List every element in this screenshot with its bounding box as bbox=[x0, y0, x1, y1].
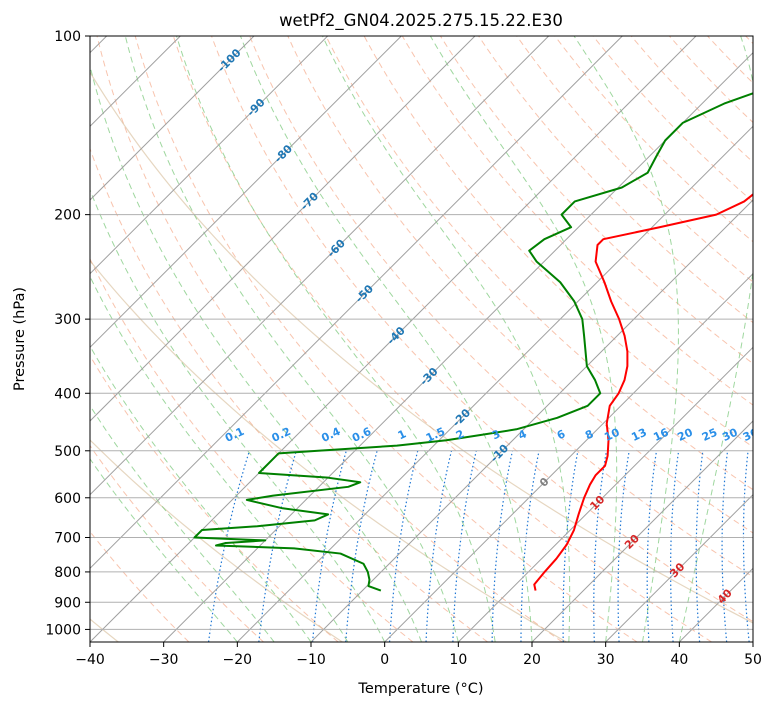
mixing-ratio-label: 20 bbox=[675, 426, 695, 444]
mixing-ratio-line bbox=[388, 450, 419, 642]
y-tick-label: 400 bbox=[54, 386, 81, 402]
dry-adiabat-line bbox=[96, 36, 563, 642]
mixing-ratio-line bbox=[491, 450, 514, 642]
mixing-ratio-label: 13 bbox=[629, 426, 648, 444]
moist-adiabat-line bbox=[429, 36, 618, 642]
dry-adiabat-line bbox=[478, 36, 753, 324]
y-tick-label: 300 bbox=[54, 312, 81, 328]
mixing-ratio-line bbox=[425, 450, 453, 642]
dry-adiabat-line bbox=[90, 444, 264, 642]
plot-frame bbox=[89, 35, 754, 643]
y-tick-label: 1000 bbox=[45, 622, 81, 638]
moist-adiabat-line bbox=[678, 36, 753, 642]
chart-title: wetPf2_GN04.2025.275.15.22.E30 bbox=[279, 11, 563, 31]
isotherm-line bbox=[384, 272, 753, 642]
mixing-ratio-line bbox=[345, 450, 378, 642]
dry-adiabat-line bbox=[90, 257, 414, 642]
isotherm-line bbox=[531, 420, 753, 642]
isotherm-line bbox=[310, 199, 753, 642]
y-tick-label: 200 bbox=[54, 208, 81, 224]
y-tick-label: 500 bbox=[54, 444, 81, 460]
x-tick-label: −40 bbox=[75, 652, 105, 668]
y-tick-label: 600 bbox=[54, 491, 81, 507]
mixing-ratio-label: 16 bbox=[651, 426, 671, 444]
isotherm-line bbox=[90, 36, 476, 422]
profile-lines bbox=[193, 92, 753, 592]
x-tick-label: 30 bbox=[597, 652, 615, 668]
saturation-curve-line bbox=[90, 259, 567, 642]
y-axis-title: Pressure (hPa) bbox=[12, 287, 28, 391]
isotherm-line bbox=[90, 36, 697, 642]
dry-adiabat-line bbox=[249, 36, 753, 578]
moist-adiabat-line bbox=[90, 188, 386, 642]
temperature-profile-line bbox=[533, 193, 753, 591]
moist-adiabat-line bbox=[573, 36, 679, 642]
mixing-ratio-line bbox=[258, 450, 297, 642]
moist-adiabat-line bbox=[90, 404, 275, 642]
y-tick-label: 800 bbox=[54, 565, 81, 581]
x-tick-label: −20 bbox=[223, 652, 253, 668]
isotherm-line bbox=[90, 36, 402, 349]
y-tick-label: 900 bbox=[54, 595, 81, 611]
moist-adiabat-line bbox=[240, 36, 533, 642]
saturation-curve-line bbox=[90, 439, 343, 642]
x-tick-label: 50 bbox=[744, 652, 762, 668]
x-tick-label: 0 bbox=[380, 652, 389, 668]
x-tick-label: 20 bbox=[523, 652, 541, 668]
dry-adiabat-line bbox=[325, 36, 753, 491]
dry-adiabat-line bbox=[172, 36, 712, 642]
y-axis: 1000 900 800 700 600 500 400 300 200 100 bbox=[45, 29, 90, 638]
dry-adiabat-line bbox=[516, 36, 753, 283]
x-axis-title: Temperature (°C) bbox=[357, 681, 483, 697]
dry-adiabat-line bbox=[211, 36, 753, 623]
moist-adiabat-line bbox=[90, 63, 422, 642]
dewpoint-profile-line bbox=[193, 92, 753, 592]
moist-adiabat-line bbox=[322, 36, 571, 642]
x-tick-label: 40 bbox=[670, 652, 688, 668]
x-tick-label: 10 bbox=[449, 652, 467, 668]
isotherm-line bbox=[605, 493, 753, 642]
y-tick-label: 700 bbox=[54, 531, 81, 547]
mixing-ratio-label: 10 bbox=[602, 426, 622, 444]
mixing-ratio-label: 36 bbox=[741, 426, 761, 444]
isotherm-line bbox=[236, 125, 753, 642]
moist-adiabat-line bbox=[90, 275, 349, 642]
isotherm-line bbox=[90, 36, 550, 496]
x-axis: −40 −30 −20 −10 0 10 20 30 40 50 bbox=[75, 642, 762, 668]
background-lines bbox=[90, 36, 753, 642]
mixing-ratio-line bbox=[452, 450, 477, 642]
dry-adiabat-line bbox=[592, 36, 753, 203]
pressure-gridlines bbox=[90, 36, 753, 630]
isotherm-line bbox=[90, 36, 329, 275]
x-tick-label: −30 bbox=[149, 652, 179, 668]
mixing-ratio-line bbox=[311, 450, 347, 642]
mixing-ratio-label: 30 bbox=[720, 426, 740, 444]
isotherm-line bbox=[90, 36, 255, 201]
y-tick-label: 100 bbox=[54, 29, 81, 45]
isotherm-line bbox=[457, 346, 753, 642]
x-tick-label: −10 bbox=[296, 652, 326, 668]
mixing-ratio-label: 25 bbox=[700, 426, 719, 444]
isotherm-line bbox=[90, 36, 623, 570]
dry-adiabat-line bbox=[630, 36, 753, 163]
dry-adiabat-line bbox=[401, 36, 753, 406]
moist-adiabat-line bbox=[124, 36, 459, 642]
moist-adiabat-line bbox=[176, 36, 496, 642]
moist-adiabat-line bbox=[90, 458, 238, 642]
